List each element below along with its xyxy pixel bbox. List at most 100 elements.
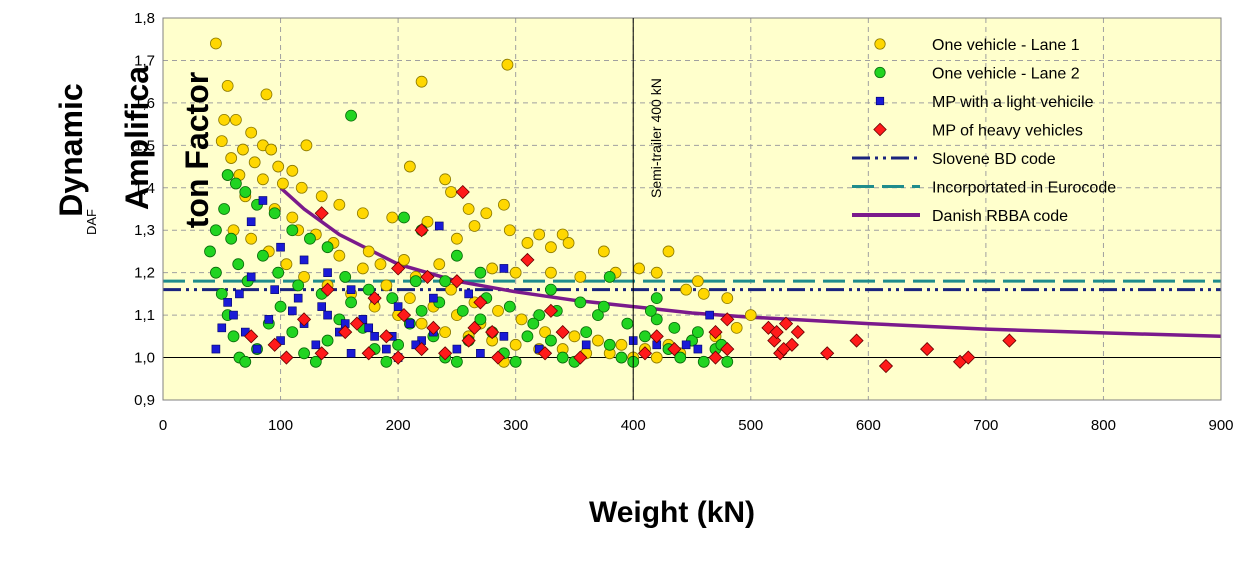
lane1-point xyxy=(592,334,604,347)
lane1-point xyxy=(650,351,663,364)
x-tick-label: 0 xyxy=(159,417,167,434)
mp-light-point xyxy=(364,323,374,333)
lane1-point xyxy=(439,326,452,338)
mp-heavy-point xyxy=(367,291,382,306)
lane2-point xyxy=(345,109,357,122)
lane2-point xyxy=(674,351,687,364)
x-tick-label: 600 xyxy=(856,417,881,434)
lane2-point xyxy=(304,232,316,245)
lane1-point xyxy=(421,215,434,228)
lane2-point xyxy=(650,292,663,305)
lane2-point xyxy=(239,186,252,198)
lane2-point xyxy=(603,338,616,351)
mp-heavy-point xyxy=(490,350,506,365)
mp-heavy-point xyxy=(573,350,588,365)
mp-light-point xyxy=(434,221,444,231)
mp-heavy-point xyxy=(279,350,294,365)
lane1-point xyxy=(245,232,258,245)
mp-heavy-point xyxy=(420,269,435,284)
lane1-point xyxy=(403,292,416,305)
lane1-point xyxy=(691,275,704,288)
lane1-point xyxy=(574,271,587,283)
lane1-point xyxy=(295,181,308,194)
lane2-point xyxy=(545,283,557,296)
mp-heavy-point xyxy=(790,325,805,340)
lane2-point xyxy=(415,304,428,317)
lane1-point xyxy=(545,266,557,279)
mp-heavy-point xyxy=(720,312,735,327)
lane1-point xyxy=(545,241,557,254)
lane2-point xyxy=(503,300,516,313)
mp-heavy-point xyxy=(778,316,794,331)
lane2-point xyxy=(215,287,228,300)
lane1-point xyxy=(209,37,222,50)
mp-light-point xyxy=(452,344,462,354)
lane2-point xyxy=(521,330,534,343)
lane1-point xyxy=(286,164,299,177)
mp-light-point xyxy=(246,217,256,227)
lane2-point xyxy=(321,241,334,254)
legend-label: MP with a light vehicile xyxy=(932,94,1094,111)
lane1-point xyxy=(680,283,693,296)
y-tick-label: 0,9 xyxy=(134,392,155,409)
lane2-point xyxy=(268,207,281,220)
grid xyxy=(163,18,1221,400)
mp-light-point xyxy=(499,332,509,341)
lane2-point xyxy=(209,224,222,237)
mp-light-point xyxy=(499,264,509,273)
lane1-point xyxy=(248,156,261,169)
y-tick-label: 1,6 xyxy=(134,95,155,112)
lane1-point xyxy=(315,190,328,203)
lane2-point xyxy=(339,271,352,283)
lane2-point xyxy=(697,355,710,368)
lane1-point xyxy=(730,321,743,334)
legend-label: One vehicle - Lane 1 xyxy=(932,37,1080,54)
legend-label: One vehicle - Lane 2 xyxy=(932,66,1080,83)
lane2-point xyxy=(439,275,452,288)
mp-light-point xyxy=(258,196,268,205)
mp-heavy-point xyxy=(379,329,394,344)
lane2-point xyxy=(580,326,593,338)
mp-heavy-point xyxy=(414,342,429,357)
x-tick-label: 800 xyxy=(1091,417,1116,434)
y-tick-label: 1,0 xyxy=(134,350,155,367)
data-points xyxy=(204,37,1017,374)
mp-heavy-point xyxy=(473,295,488,310)
mp-heavy-point xyxy=(776,342,791,357)
lane1-point xyxy=(445,186,457,198)
lane1-point xyxy=(533,228,546,241)
legend-marker xyxy=(873,122,887,137)
axis-ticks: 0 100 200 300 400 500 600 700 800 900 0,9 1,0 1,1 1,2… xyxy=(134,10,1233,434)
lane2-point xyxy=(380,355,393,368)
lane1-point xyxy=(218,113,231,126)
mp-light-point xyxy=(252,344,262,354)
mp-heavy-point xyxy=(537,346,553,361)
y-axis-label-part-3: ton Factor xyxy=(179,72,215,228)
lane1-point xyxy=(515,313,528,326)
mp-heavy-point xyxy=(720,342,735,357)
lane1-point xyxy=(403,160,416,173)
lane1-point xyxy=(300,139,313,152)
y-tick-label: 1,7 xyxy=(134,52,155,69)
lane1-point xyxy=(260,88,273,101)
mp-heavy-point xyxy=(338,325,353,340)
lane2-point xyxy=(321,334,334,347)
lane2-point xyxy=(592,309,604,322)
mp-heavy-point xyxy=(391,350,406,365)
lane1-point xyxy=(562,237,575,249)
lane2-point xyxy=(450,355,463,368)
lane1-point xyxy=(662,245,675,258)
mp-heavy-point xyxy=(520,252,535,267)
y-tick-label: 1,1 xyxy=(134,307,155,324)
x-tick-label: 900 xyxy=(1208,417,1233,434)
lane2-point xyxy=(225,232,238,245)
lane2-point xyxy=(204,245,216,258)
lane2-point xyxy=(533,309,546,322)
lane2-point xyxy=(574,296,587,309)
y-tick-label: 1,4 xyxy=(134,180,155,197)
lane1-point xyxy=(498,198,510,211)
lane1-point xyxy=(415,317,428,330)
mp-light-point xyxy=(405,319,415,328)
mp-heavy-point xyxy=(267,337,282,352)
